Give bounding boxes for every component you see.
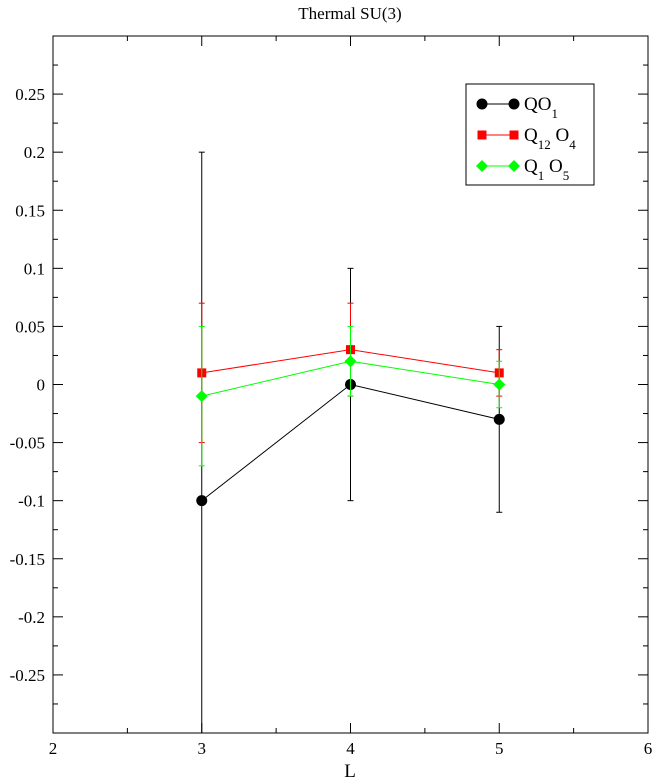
y-tick-label: 0.05	[15, 317, 45, 336]
series-group	[195, 151, 506, 733]
data-point	[508, 98, 520, 110]
x-tick-label: 5	[495, 739, 504, 758]
legend-label: Q1 O5	[524, 156, 569, 183]
legend: QO1 Q12 O4 Q1 O5	[465, 83, 595, 186]
data-point	[477, 130, 487, 140]
data-point	[195, 390, 208, 403]
x-tick-label: 4	[346, 739, 355, 758]
data-point	[344, 355, 357, 368]
series-2	[195, 325, 506, 467]
x-tick-label: 2	[49, 739, 58, 758]
y-tick-label: -0.1	[18, 492, 45, 511]
x-tick-label: 3	[198, 739, 207, 758]
x-tick-label: 6	[644, 739, 653, 758]
legend-entry-0: QO1	[476, 94, 558, 121]
axis-ticks	[52, 35, 649, 734]
data-point	[196, 495, 208, 507]
y-tick-label: 0.15	[15, 201, 45, 220]
data-point	[493, 413, 505, 425]
y-tick-label: 0.25	[15, 85, 45, 104]
chart-title: Thermal SU(3)	[298, 4, 401, 23]
x-tick-labels: 2 3 4 5 6	[49, 739, 653, 758]
y-tick-label: 0	[37, 376, 46, 395]
y-tick-label: 0.1	[24, 259, 45, 278]
x-axis-label: L	[344, 761, 356, 780]
y-tick-label: -0.05	[10, 434, 45, 453]
data-point	[476, 98, 488, 110]
legend-entry-1: Q12 O4	[477, 125, 576, 152]
y-tick-labels: 0.25 0.2 0.15 0.1 0.05 0 -0.05 -0.1 -0.15 -0.2 -0.…	[10, 85, 45, 685]
legend-label: QO1	[524, 94, 558, 121]
y-tick-label: -0.2	[18, 608, 45, 627]
y-tick-label: -0.25	[10, 666, 45, 685]
y-tick-label: -0.15	[10, 550, 45, 569]
y-tick-label: 0.2	[24, 143, 45, 162]
data-point	[493, 378, 506, 391]
data-point	[509, 130, 519, 140]
legend-label: Q12 O4	[524, 125, 576, 152]
data-point	[476, 160, 488, 172]
series-0	[196, 151, 505, 733]
data-point	[508, 160, 520, 172]
legend-entry-2: Q1 O5	[476, 156, 569, 183]
